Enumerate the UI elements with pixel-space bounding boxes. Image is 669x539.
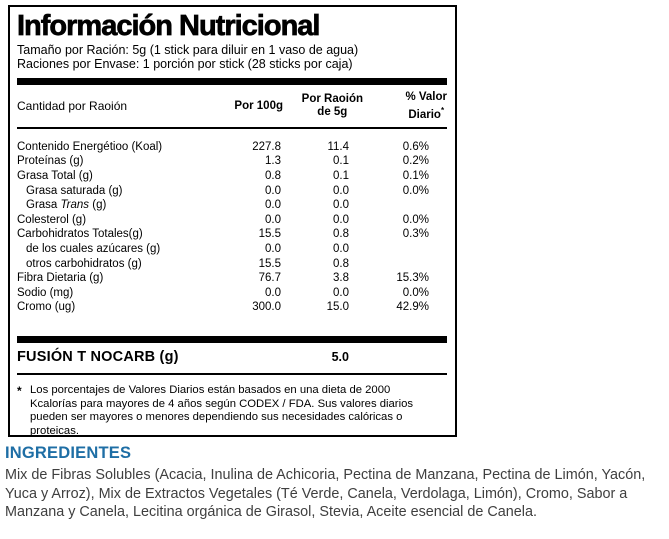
nutrient-name: Colesterol (g): [17, 213, 87, 226]
nutrient-row: Fibra Dietaria (g) 76.7 3.8 15.3%: [17, 271, 447, 286]
thick-divider-top: [17, 78, 447, 85]
value-per-100g: 0.0: [265, 213, 281, 226]
value-per-100g: 0.0: [265, 242, 281, 255]
value-per-serving: 11.4: [327, 140, 349, 153]
nutrition-facts-panel: Información Nutricional Tamaño por Ració…: [8, 5, 457, 437]
value-per-serving: 0.8: [333, 257, 349, 270]
nutrient-name: Carbohidratos Totales(g): [17, 228, 143, 241]
nutrition-facts-title: Información Nutricional: [17, 10, 321, 42]
nutrient-row: Sodio (mg) 0.0 0.0 0.0%: [17, 286, 447, 301]
nutrient-row: Carbohidratos Totales(g) 15.5 0.8 0.3%: [17, 227, 447, 242]
nutrient-name: Fibra Dietaria (g): [17, 272, 104, 285]
header-divider: [17, 126, 447, 129]
value-daily-percent: 0.0%: [402, 286, 429, 299]
product-row-divider: [17, 372, 447, 375]
serving-info: Tamaño por Ración: 5g (1 stick para dilu…: [17, 43, 447, 71]
daily-value-footnote-marker: *: [440, 106, 445, 115]
nutrient-name: Proteínas (g): [17, 155, 84, 168]
nutrient-name: de los cuales azúcares (g): [26, 242, 161, 255]
value-per-serving: 0.8: [333, 228, 349, 241]
value-per-100g: 76.7: [258, 272, 281, 285]
column-header-daily-value: % Valor Diario*: [405, 91, 447, 121]
nutrient-row: Grasa Total (g) 0.8 0.1 0.1%: [17, 169, 447, 184]
product-amount-row: FUSIÓN T NOCARB (g) 5.0: [17, 344, 447, 371]
product-amount-value: 5.0: [331, 350, 349, 365]
value-per-100g: 0.0: [265, 286, 281, 299]
value-daily-percent: 42.9%: [396, 301, 429, 314]
value-per-serving: 0.0: [333, 184, 349, 197]
value-per-serving: 3.8: [333, 272, 349, 285]
daily-value-footnote: * Los porcentajes de Valores Diarios est…: [17, 384, 447, 438]
nutrient-row: Colesterol (g) 0.0 0.0 0.0%: [17, 213, 447, 228]
value-per-serving: 15.0: [326, 301, 349, 314]
value-per-serving: 0.0: [333, 286, 349, 299]
nutrient-row: Grasa Trans (g) 0.0 0.0: [17, 198, 447, 213]
column-header-per-100g: Por 100g: [234, 99, 283, 112]
column-header-amount: Cantidad por Raoión: [17, 99, 128, 114]
product-name: FUSIÓN T NOCARB (g): [17, 349, 179, 366]
nutrient-name: Contenido Energétioo (Koal): [17, 140, 163, 153]
value-per-serving: 0.1: [333, 155, 349, 168]
nutrient-row: Contenido Energétioo (Koal) 227.8 11.4 0…: [17, 140, 447, 155]
value-per-100g: 0.8: [265, 170, 281, 183]
nutrient-row: Grasa saturada (g) 0.0 0.0 0.0%: [17, 184, 447, 199]
ingredients-section: INGREDIENTES Mix de Fibras Solubles (Aca…: [5, 443, 667, 522]
value-daily-percent: 0.0%: [402, 213, 429, 226]
value-per-100g: 1.3: [265, 155, 281, 168]
value-daily-percent: 0.3%: [402, 228, 429, 241]
value-daily-percent: 0.6%: [402, 140, 429, 153]
nutrient-table: Contenido Energétioo (Koal) 227.8 11.4 0…: [17, 140, 447, 315]
nutrient-row: Proteínas (g) 1.3 0.1 0.2%: [17, 154, 447, 169]
nutrient-name: otros carbohidratos (g): [26, 257, 142, 270]
value-daily-percent: 0.0%: [402, 184, 429, 197]
footnote-text: Los porcentajes de Valores Diarios están…: [30, 383, 414, 437]
footnote-asterisk: *: [17, 383, 22, 398]
nutrient-row: otros carbohidratos (g) 15.5 0.8: [17, 257, 447, 272]
thick-divider-bottom: [17, 335, 447, 343]
value-per-100g: 0.0: [265, 184, 281, 197]
nutrient-name: Grasa saturada (g): [26, 184, 123, 197]
value-daily-percent: 0.1%: [402, 170, 429, 183]
value-per-100g: 227.8: [252, 140, 281, 153]
value-per-serving: 0.0: [333, 213, 349, 226]
nutrient-name: Grasa Total (g): [17, 170, 93, 183]
value-daily-percent: 15.3%: [396, 272, 429, 285]
value-per-100g: 0.0: [265, 199, 281, 212]
value-per-100g: 15.5: [258, 228, 281, 241]
value-per-serving: 0.1: [333, 170, 349, 183]
value-per-100g: 300.0: [252, 301, 281, 314]
nutrient-name: Sodio (mg): [17, 286, 74, 299]
nutrient-name: Grasa Trans (g): [26, 199, 107, 212]
nutrient-name: Cromo (ug): [17, 301, 76, 314]
value-per-100g: 15.5: [258, 257, 281, 270]
value-per-serving: 0.0: [333, 242, 349, 255]
ingredients-text: Mix de Fibras Solubles (Acacia, Inulina …: [5, 467, 646, 520]
ingredients-heading: INGREDIENTES: [5, 444, 132, 462]
column-header-per-serving: Por Raoión de 5g: [301, 93, 363, 119]
column-header-row: Cantidad por Raoión Por 100g Por Raoión …: [17, 91, 447, 122]
nutrient-row: Cromo (ug) 300.0 15.0 42.9%: [17, 300, 447, 315]
nutrient-row: de los cuales azúcares (g) 0.0 0.0: [17, 242, 447, 257]
servings-per-container-line: Raciones por Envase: 1 porción por stick…: [17, 57, 353, 71]
serving-size-line: Tamaño por Ración: 5g (1 stick para dilu…: [17, 43, 359, 57]
value-per-serving: 0.0: [333, 199, 349, 212]
value-daily-percent: 0.2%: [402, 155, 429, 168]
